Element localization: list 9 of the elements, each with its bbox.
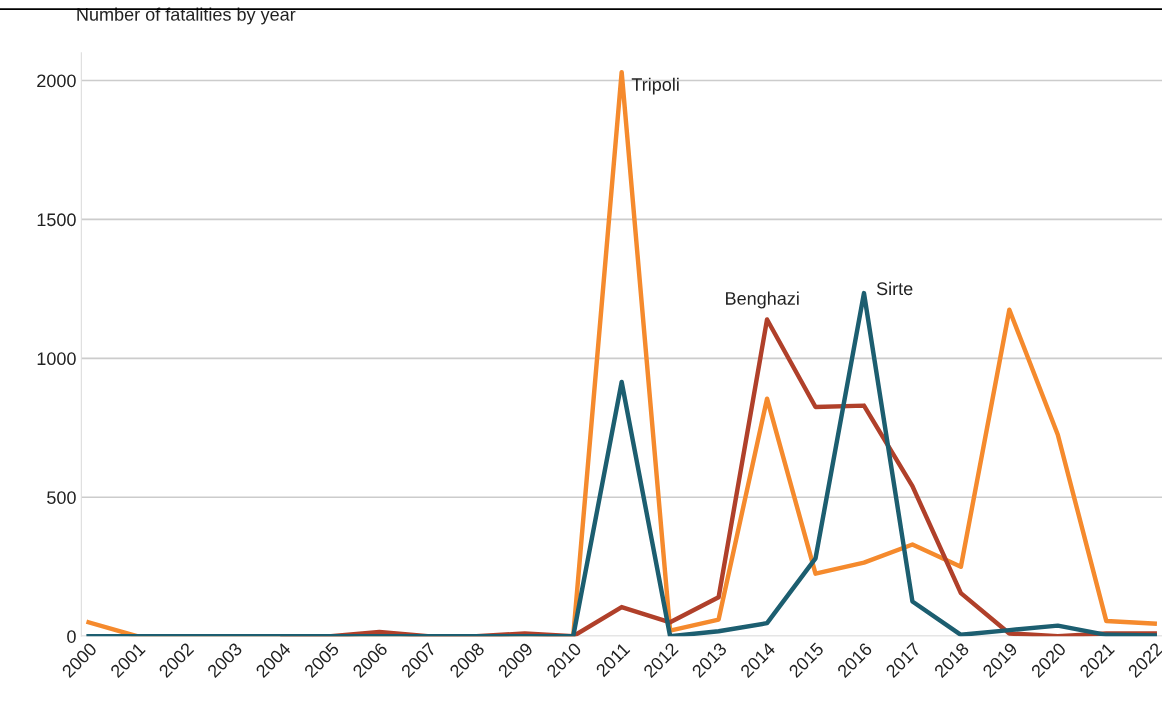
y-axis-title: Number of fatalities by year (77, 7, 296, 25)
y-tick-label: 1000 (37, 352, 76, 366)
y-tick-label: 2000 (37, 74, 76, 88)
series-label: Benghazi (726, 291, 799, 309)
series-label: Tripoli (631, 77, 679, 95)
series-label: Sirte (876, 281, 913, 296)
y-tick-label: 500 (47, 491, 76, 505)
y-tick-label: 0 (67, 630, 76, 643)
y-tick-label: 1500 (37, 213, 76, 227)
